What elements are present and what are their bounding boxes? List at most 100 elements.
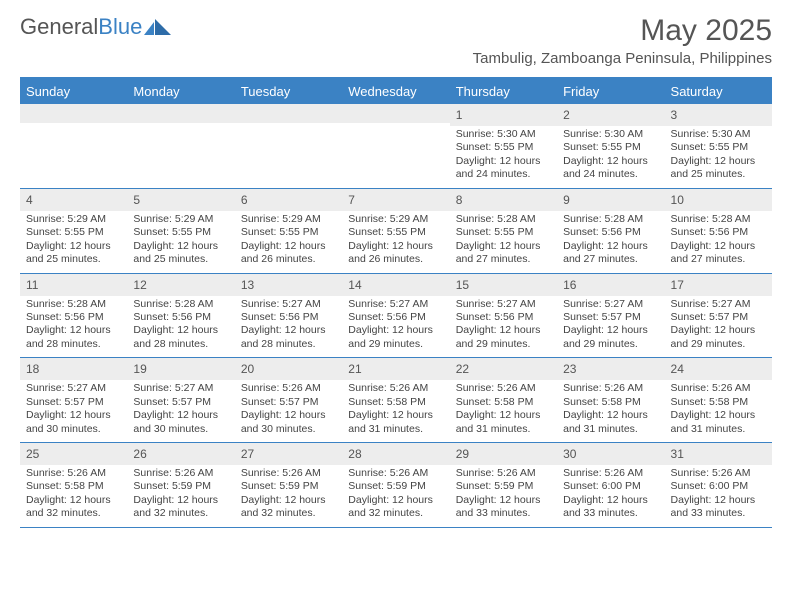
day-number: 21 [348, 362, 361, 376]
calendar-week-row: 18Sunrise: 5:27 AMSunset: 5:57 PMDayligh… [20, 358, 772, 443]
calendar-day-cell: 10Sunrise: 5:28 AMSunset: 5:56 PMDayligh… [665, 189, 772, 273]
day-body: Sunrise: 5:26 AMSunset: 5:58 PMDaylight:… [20, 465, 127, 527]
daylight-line: Daylight: 12 hours and 28 minutes. [133, 324, 230, 351]
sunrise-line: Sunrise: 5:26 AM [26, 467, 123, 480]
day-number: 10 [671, 193, 684, 207]
day-of-week-cell: Thursday [450, 79, 557, 104]
daylight-line: Daylight: 12 hours and 29 minutes. [563, 324, 660, 351]
day-number-wrap: 19 [127, 358, 234, 380]
daylight-line: Daylight: 12 hours and 29 minutes. [671, 324, 768, 351]
daylight-line: Daylight: 12 hours and 31 minutes. [456, 409, 553, 436]
day-number-wrap [20, 104, 127, 123]
daylight-line: Daylight: 12 hours and 33 minutes. [563, 494, 660, 521]
calendar-day-cell: 9Sunrise: 5:28 AMSunset: 5:56 PMDaylight… [557, 189, 664, 273]
sunset-line: Sunset: 5:59 PM [241, 480, 338, 493]
sunset-line: Sunset: 5:58 PM [671, 396, 768, 409]
calendar-day-cell: 13Sunrise: 5:27 AMSunset: 5:56 PMDayligh… [235, 274, 342, 358]
sunrise-line: Sunrise: 5:28 AM [456, 213, 553, 226]
sunrise-line: Sunrise: 5:26 AM [241, 467, 338, 480]
title-block: May 2025 Tambulig, Zamboanga Peninsula, … [473, 14, 772, 67]
day-number-wrap [342, 104, 449, 123]
daylight-line: Daylight: 12 hours and 31 minutes. [671, 409, 768, 436]
calendar-day-cell: 1Sunrise: 5:30 AMSunset: 5:55 PMDaylight… [450, 104, 557, 188]
sunrise-line: Sunrise: 5:30 AM [671, 128, 768, 141]
day-body [235, 123, 342, 181]
calendar-day-cell: 20Sunrise: 5:26 AMSunset: 5:57 PMDayligh… [235, 358, 342, 442]
calendar-day-cell: 28Sunrise: 5:26 AMSunset: 5:59 PMDayligh… [342, 443, 449, 527]
sunset-line: Sunset: 6:00 PM [671, 480, 768, 493]
sunrise-line: Sunrise: 5:28 AM [563, 213, 660, 226]
daylight-line: Daylight: 12 hours and 30 minutes. [26, 409, 123, 436]
daylight-line: Daylight: 12 hours and 27 minutes. [671, 240, 768, 267]
day-number: 29 [456, 447, 469, 461]
calendar-day-cell: 24Sunrise: 5:26 AMSunset: 5:58 PMDayligh… [665, 358, 772, 442]
day-number-wrap: 23 [557, 358, 664, 380]
daylight-line: Daylight: 12 hours and 29 minutes. [348, 324, 445, 351]
sunrise-line: Sunrise: 5:28 AM [133, 298, 230, 311]
calendar-day-cell [20, 104, 127, 188]
day-number-wrap: 5 [127, 189, 234, 211]
day-number-wrap: 3 [665, 104, 772, 126]
sunset-line: Sunset: 5:59 PM [133, 480, 230, 493]
brand-name-2: Blue [98, 14, 142, 39]
daylight-line: Daylight: 12 hours and 25 minutes. [26, 240, 123, 267]
daylight-line: Daylight: 12 hours and 29 minutes. [456, 324, 553, 351]
calendar-day-cell: 23Sunrise: 5:26 AMSunset: 5:58 PMDayligh… [557, 358, 664, 442]
sunset-line: Sunset: 5:58 PM [26, 480, 123, 493]
day-number-wrap: 10 [665, 189, 772, 211]
sunset-line: Sunset: 6:00 PM [563, 480, 660, 493]
day-number: 5 [133, 193, 140, 207]
day-of-week-cell: Monday [127, 79, 234, 104]
sunset-line: Sunset: 5:58 PM [563, 396, 660, 409]
day-number: 4 [26, 193, 33, 207]
calendar-day-cell: 17Sunrise: 5:27 AMSunset: 5:57 PMDayligh… [665, 274, 772, 358]
day-number-wrap: 14 [342, 274, 449, 296]
calendar-day-cell: 12Sunrise: 5:28 AMSunset: 5:56 PMDayligh… [127, 274, 234, 358]
sunrise-line: Sunrise: 5:26 AM [456, 467, 553, 480]
day-body [127, 123, 234, 181]
calendar-day-cell: 15Sunrise: 5:27 AMSunset: 5:56 PMDayligh… [450, 274, 557, 358]
day-number-wrap: 1 [450, 104, 557, 126]
sunrise-line: Sunrise: 5:26 AM [563, 467, 660, 480]
day-number-wrap: 9 [557, 189, 664, 211]
day-number-wrap: 18 [20, 358, 127, 380]
day-number-wrap: 27 [235, 443, 342, 465]
calendar-day-cell: 14Sunrise: 5:27 AMSunset: 5:56 PMDayligh… [342, 274, 449, 358]
day-number-wrap [127, 104, 234, 123]
day-body: Sunrise: 5:26 AMSunset: 5:57 PMDaylight:… [235, 380, 342, 442]
day-body: Sunrise: 5:26 AMSunset: 6:00 PMDaylight:… [665, 465, 772, 527]
calendar-day-cell: 21 Sunrise: 5:26 AMSunset: 5:58 PMDayligh… [342, 358, 449, 442]
day-number: 26 [133, 447, 146, 461]
sunset-line: Sunset: 5:57 PM [671, 311, 768, 324]
day-number: 24 [671, 362, 684, 376]
day-number: 15 [456, 278, 469, 292]
daylight-line: Daylight: 12 hours and 25 minutes. [133, 240, 230, 267]
day-number: 16 [563, 278, 576, 292]
day-number-wrap: 6 [235, 189, 342, 211]
sunrise-line: Sunrise: 5:26 AM [671, 467, 768, 480]
calendar-day-cell: 5Sunrise: 5:29 AMSunset: 5:55 PMDaylight… [127, 189, 234, 273]
day-body: Sunrise: 5:26 AMSunset: 5:58 PMDaylight:… [342, 380, 449, 442]
day-body: Sunrise: 5:30 AMSunset: 5:55 PMDaylight:… [665, 126, 772, 188]
brand-name: GeneralBlue [20, 14, 142, 40]
sunset-line: Sunset: 5:58 PM [456, 396, 553, 409]
day-body: Sunrise: 5:27 AMSunset: 5:56 PMDaylight:… [342, 296, 449, 358]
day-number-wrap: 29 [450, 443, 557, 465]
day-number: 3 [671, 108, 678, 122]
day-number-wrap: 20 [235, 358, 342, 380]
sunset-line: Sunset: 5:55 PM [241, 226, 338, 239]
daylight-line: Daylight: 12 hours and 27 minutes. [563, 240, 660, 267]
calendar-day-cell: 11Sunrise: 5:28 AMSunset: 5:56 PMDayligh… [20, 274, 127, 358]
sunrise-line: Sunrise: 5:29 AM [348, 213, 445, 226]
calendar-week-row: 11Sunrise: 5:28 AMSunset: 5:56 PMDayligh… [20, 274, 772, 359]
day-number: 19 [133, 362, 146, 376]
day-number-wrap: 25 [20, 443, 127, 465]
calendar-day-cell: 25Sunrise: 5:26 AMSunset: 5:58 PMDayligh… [20, 443, 127, 527]
day-of-week-cell: Sunday [20, 79, 127, 104]
sunrise-line: Sunrise: 5:30 AM [456, 128, 553, 141]
sunrise-line: Sunrise: 5:26 AM [348, 467, 445, 480]
calendar: SundayMondayTuesdayWednesdayThursdayFrid… [20, 77, 772, 528]
calendar-day-cell: 7Sunrise: 5:29 AMSunset: 5:55 PMDaylight… [342, 189, 449, 273]
page-header: GeneralBlue May 2025 Tambulig, Zamboanga… [20, 14, 772, 67]
sunset-line: Sunset: 5:56 PM [671, 226, 768, 239]
